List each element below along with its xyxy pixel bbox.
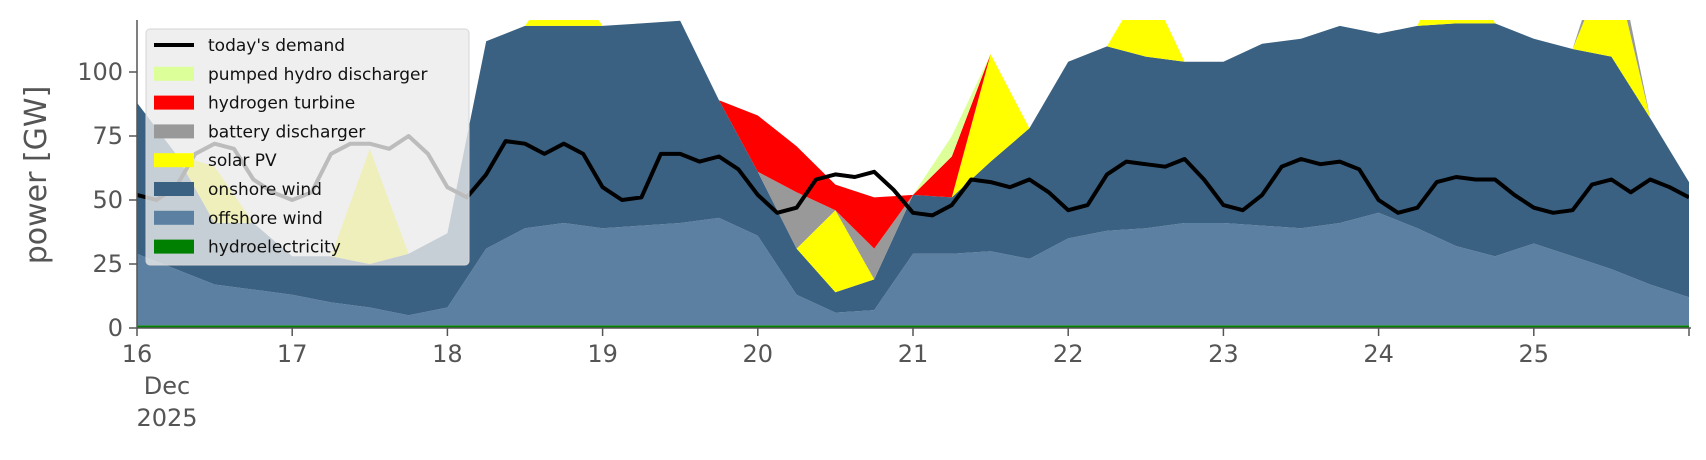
legend-label: hydrogen turbine xyxy=(208,94,355,114)
y-tick-label: 75 xyxy=(92,122,123,150)
legend-label: today's demand xyxy=(208,36,345,56)
axes: 0 25 50 75 100 16 Dec 2025 17 18 19 20 21 22 23 24 25 xyxy=(77,20,1691,432)
legend-label: hydroelectricity xyxy=(208,238,341,258)
x-tick-label: 23 xyxy=(1208,340,1239,368)
legend-item-onshore-wind: onshore wind xyxy=(154,180,322,200)
legend-swatch xyxy=(154,182,194,196)
area-onshore-wind xyxy=(137,20,1689,316)
x-tick-sublabel: Dec xyxy=(144,372,190,400)
y-tick-label: 100 xyxy=(77,58,123,86)
x-tick-label: 25 xyxy=(1519,340,1550,368)
x-tick-label: 17 xyxy=(277,340,308,368)
legend: today's demand pumped hydro discharger hyd… xyxy=(145,28,470,266)
legend-item-pumped-hydro-discharger: pumped hydro discharger xyxy=(154,65,427,85)
legend-item-solar-pv: solar PV xyxy=(154,151,277,171)
legend-item-hydroelectricity: hydroelectricity xyxy=(154,238,341,258)
x-tick-label: 16 xyxy=(122,340,153,368)
legend-swatch xyxy=(154,239,194,254)
legend-label: battery discharger xyxy=(208,122,365,142)
legend-swatch xyxy=(154,66,194,81)
legend-item-today-s-demand: today's demand xyxy=(154,36,345,56)
legend-swatch xyxy=(154,124,194,139)
x-tick-label: 22 xyxy=(1053,340,1084,368)
x-tick-label: 19 xyxy=(587,340,618,368)
legend-item-hydrogen-turbine: hydrogen turbine xyxy=(154,94,355,114)
x-tick-label: 18 xyxy=(432,340,463,368)
legend-swatch xyxy=(154,95,194,110)
legend-item-battery-discharger: battery discharger xyxy=(154,122,365,142)
legend-label: solar PV xyxy=(208,151,277,171)
x-tick-label: 21 xyxy=(898,340,929,368)
legend-swatch xyxy=(154,153,194,168)
x-tick-sublabel: 2025 xyxy=(136,404,197,432)
y-tick-label: 0 xyxy=(108,314,123,342)
legend-box xyxy=(145,28,470,266)
x-tick-label: 20 xyxy=(743,340,774,368)
legend-label: onshore wind xyxy=(208,180,322,200)
y-tick-label: 25 xyxy=(92,250,123,278)
area-offshore-wind xyxy=(137,212,1689,326)
legend-item-offshore-wind: offshore wind xyxy=(154,209,323,229)
legend-swatch xyxy=(154,210,194,225)
legend-label: pumped hydro discharger xyxy=(208,65,427,85)
y-tick-label: 50 xyxy=(92,186,123,214)
legend-label: offshore wind xyxy=(208,209,323,229)
y-axis-label: power [GW] xyxy=(19,86,54,265)
x-tick-label: 24 xyxy=(1363,340,1394,368)
